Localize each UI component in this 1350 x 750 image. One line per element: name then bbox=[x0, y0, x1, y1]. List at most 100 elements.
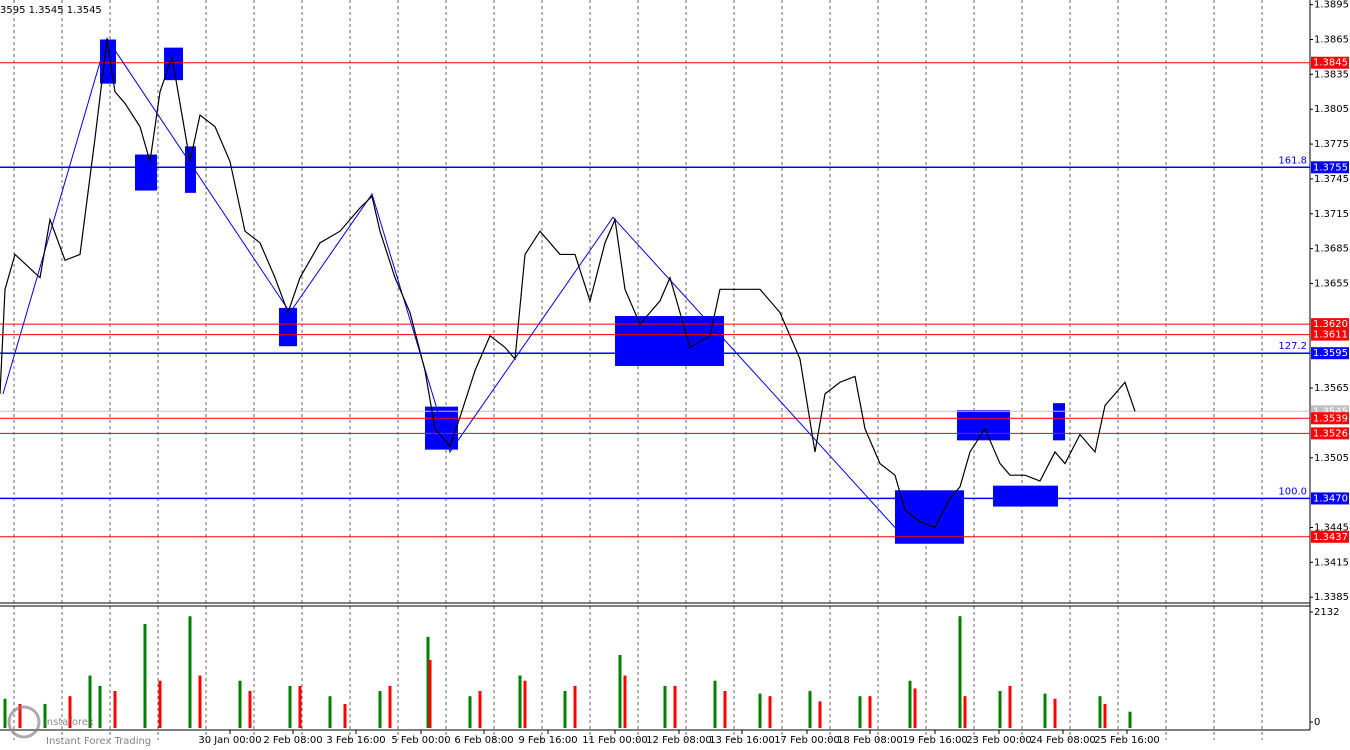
level-label: 1.3526 bbox=[1313, 428, 1348, 439]
volume-bar bbox=[18, 703, 22, 728]
volume-bar bbox=[523, 680, 527, 728]
level-label-box bbox=[1311, 328, 1349, 341]
zone bbox=[1053, 403, 1065, 441]
watermark-logo bbox=[7, 705, 41, 739]
volume-bar bbox=[1043, 693, 1047, 728]
volume-bar bbox=[248, 691, 252, 728]
level-label: 1.3539 bbox=[1313, 413, 1348, 424]
volume-bar bbox=[713, 680, 717, 728]
volume-bar bbox=[618, 654, 622, 728]
volume-bar bbox=[758, 693, 762, 728]
volume-bar bbox=[378, 691, 382, 728]
level-label-box bbox=[1311, 56, 1349, 69]
level-label-box bbox=[1311, 412, 1349, 425]
volume-bar bbox=[288, 685, 292, 728]
volume-bar bbox=[518, 675, 522, 728]
zone bbox=[957, 410, 1010, 441]
volume-bar bbox=[868, 696, 872, 728]
zone bbox=[425, 406, 458, 450]
volume-bar bbox=[113, 691, 117, 728]
x-tick-label: 12 Feb 08:00 bbox=[646, 735, 712, 746]
volume-bar bbox=[478, 691, 482, 728]
x-tick-label: 18 Feb 08:00 bbox=[837, 735, 903, 746]
level-label: 1.3545 bbox=[1313, 406, 1348, 417]
volume-bar bbox=[858, 696, 862, 728]
level-label-box bbox=[1311, 318, 1349, 331]
watermark-brand: instaforex bbox=[44, 717, 94, 728]
x-tick-label: 25 Feb 16:00 bbox=[1094, 735, 1160, 746]
y-tick-label: 1.3655 bbox=[1314, 278, 1349, 289]
zone bbox=[993, 485, 1058, 507]
watermark-tagline: Instant Forex Trading bbox=[46, 736, 151, 747]
volume-bar bbox=[1053, 698, 1057, 728]
level-label: 1.3755 bbox=[1313, 162, 1348, 173]
y-tick-label: 1.3805 bbox=[1314, 104, 1349, 115]
x-tick-label: 5 Feb 00:00 bbox=[391, 735, 450, 746]
volume-bar bbox=[43, 703, 47, 728]
level-label: 1.3470 bbox=[1313, 493, 1348, 504]
level-label: 1.3595 bbox=[1313, 348, 1348, 359]
volume-bar bbox=[298, 685, 302, 728]
y-tick-label: 1.3505 bbox=[1314, 453, 1349, 464]
volume-bar bbox=[768, 696, 772, 728]
wave-line bbox=[2, 37, 896, 528]
y-tick-label: 1.3685 bbox=[1314, 244, 1349, 255]
volume-bar bbox=[908, 680, 912, 728]
volume-bar bbox=[388, 685, 392, 728]
level-label-box bbox=[1311, 161, 1349, 174]
volume-bar bbox=[328, 696, 332, 728]
fib-label: 127.2 bbox=[1278, 341, 1307, 352]
price-line bbox=[0, 39, 1136, 529]
volume-bar bbox=[468, 696, 472, 728]
y-tick-label: 1.3385 bbox=[1314, 592, 1349, 603]
x-tick-label: 17 Feb 00:00 bbox=[774, 735, 840, 746]
volume-bar bbox=[563, 691, 567, 728]
level-label-box bbox=[1311, 492, 1349, 505]
y-tick-label: 1.3565 bbox=[1314, 383, 1349, 394]
volume-bar bbox=[673, 685, 677, 728]
volume-bar bbox=[818, 701, 822, 728]
zone bbox=[279, 307, 297, 347]
x-tick-label: 23 Feb 00:00 bbox=[966, 735, 1032, 746]
volume-bar bbox=[1128, 711, 1132, 728]
y-tick-label: 1.3745 bbox=[1314, 174, 1349, 185]
volume-bar bbox=[238, 680, 242, 728]
level-label: 1.3611 bbox=[1313, 330, 1348, 341]
volume-bar bbox=[3, 698, 7, 728]
volume-tick-label: 2132 bbox=[1314, 607, 1339, 618]
volume-bar bbox=[963, 696, 967, 728]
volume-bar bbox=[426, 636, 430, 728]
y-tick-label: 1.3775 bbox=[1314, 139, 1349, 150]
level-label-box bbox=[1311, 427, 1349, 440]
volume-bar bbox=[808, 691, 812, 728]
y-tick-label: 1.3895 bbox=[1314, 0, 1349, 11]
zone bbox=[615, 316, 724, 366]
y-tick-label: 1.3445 bbox=[1314, 522, 1349, 533]
volume-bar bbox=[68, 696, 72, 728]
x-tick-label: 24 Feb 08:00 bbox=[1030, 735, 1096, 746]
y-tick-label: 1.3865 bbox=[1314, 35, 1349, 46]
x-tick-label: 9 Feb 16:00 bbox=[518, 735, 577, 746]
x-tick-label: 30 Jan 00:00 bbox=[198, 735, 261, 746]
volume-bar bbox=[98, 685, 102, 728]
level-label-box bbox=[1311, 530, 1349, 543]
volume-bar bbox=[88, 675, 92, 728]
volume-bar bbox=[188, 616, 192, 728]
header-info: 3595 1.3545 1.3545 bbox=[0, 5, 102, 16]
volume-bar bbox=[663, 685, 667, 728]
level-label: 1.3845 bbox=[1313, 58, 1348, 69]
x-tick-label: 13 Feb 16:00 bbox=[709, 735, 775, 746]
volume-bar bbox=[1103, 703, 1107, 728]
x-tick-label: 19 Feb 16:00 bbox=[902, 735, 968, 746]
volume-bar bbox=[623, 675, 627, 728]
y-tick-label: 1.3715 bbox=[1314, 209, 1349, 220]
x-tick-label: 2 Feb 08:00 bbox=[263, 735, 322, 746]
zone bbox=[895, 490, 964, 544]
volume-bar bbox=[723, 691, 727, 728]
volume-bar bbox=[958, 616, 962, 728]
volume-bar bbox=[198, 675, 202, 728]
x-tick-label: 6 Feb 08:00 bbox=[454, 735, 513, 746]
level-label-box bbox=[1311, 347, 1349, 360]
fib-label: 100.0 bbox=[1278, 486, 1307, 497]
